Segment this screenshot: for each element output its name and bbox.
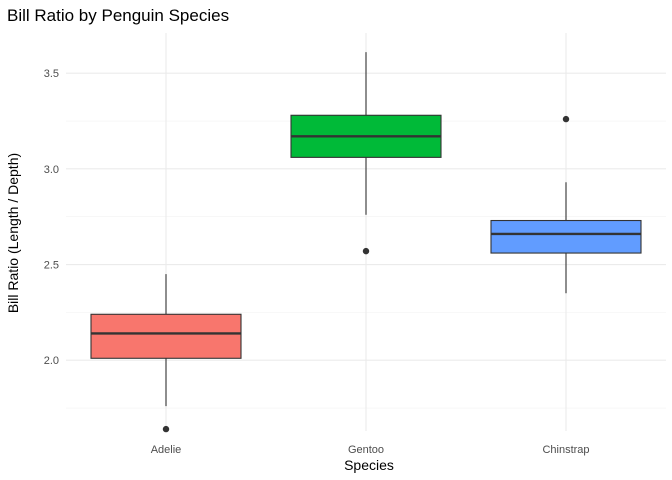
x-axis-title: Species <box>344 457 394 473</box>
y-tick-label: 3.5 <box>44 68 59 80</box>
outlier-point <box>562 115 570 123</box>
iqr-box <box>90 313 242 359</box>
plot-panel: 2.0 2.5 3.0 3.5 Adelie Gentoo Chinstrap <box>44 33 666 456</box>
box-chinstrap <box>490 115 642 294</box>
x-tick-label: Gentoo <box>348 444 384 456</box>
x-tick-label: Chinstrap <box>542 444 589 456</box>
y-axis-title: Bill Ratio (Length / Depth) <box>5 153 21 313</box>
chart-title: Bill Ratio by Penguin Species <box>7 6 229 25</box>
y-tick-label: 3.0 <box>44 164 59 176</box>
outlier-point <box>362 247 370 255</box>
x-tick-label: Adelie <box>151 444 182 456</box>
y-tick-label: 2.5 <box>44 260 59 272</box>
iqr-box <box>490 219 642 254</box>
box-gentoo <box>290 52 442 255</box>
y-tick-label: 2.0 <box>44 355 59 367</box>
box-adelie <box>90 274 242 433</box>
outlier-point <box>162 425 170 433</box>
